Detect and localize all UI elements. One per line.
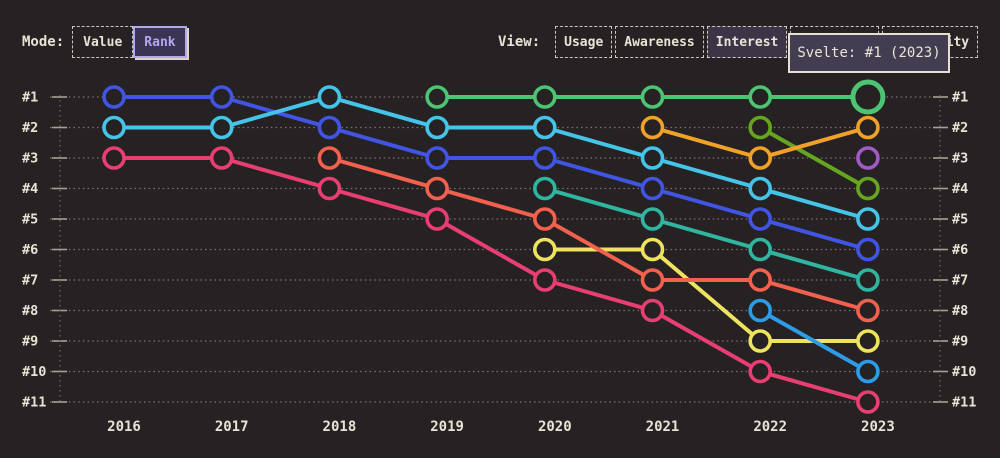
point-cyan-2016[interactable] bbox=[102, 115, 126, 140]
year-label: 2021 bbox=[646, 419, 680, 435]
mode-option-value[interactable]: Value bbox=[72, 26, 134, 58]
year-label: 2022 bbox=[753, 419, 787, 435]
rank-label-right: #8 bbox=[952, 303, 968, 319]
rank-label-left: #7 bbox=[22, 273, 38, 289]
rank-label-left: #2 bbox=[22, 120, 38, 136]
point-cyan-2023[interactable] bbox=[856, 207, 880, 231]
point-rose-2021[interactable] bbox=[640, 298, 665, 323]
point-blue-2017[interactable] bbox=[209, 85, 234, 109]
point-Svelte-2019[interactable] bbox=[425, 85, 449, 109]
point-teal-2020[interactable] bbox=[532, 176, 557, 201]
point-blue-2018[interactable] bbox=[317, 115, 342, 140]
point-cyan-2022[interactable] bbox=[748, 176, 773, 201]
point-coral-2020[interactable] bbox=[532, 207, 557, 231]
point-rose-2020[interactable] bbox=[532, 268, 557, 292]
point-blue-2019[interactable] bbox=[425, 146, 449, 170]
rank-label-left: #4 bbox=[22, 181, 38, 197]
rank-label-left: #9 bbox=[22, 334, 38, 350]
point-yellow-2021[interactable] bbox=[640, 237, 665, 262]
point-cyan-2021[interactable] bbox=[640, 146, 665, 170]
point-orange-2021[interactable] bbox=[640, 115, 665, 140]
point-blue-2021[interactable] bbox=[640, 176, 665, 201]
point-teal-2022[interactable] bbox=[748, 237, 773, 262]
point-sky-2022[interactable] bbox=[748, 298, 773, 323]
year-label: 2016 bbox=[107, 419, 141, 435]
point-blue-2022[interactable] bbox=[748, 207, 773, 231]
hovered-point[interactable] bbox=[850, 79, 886, 115]
point-coral-2021[interactable] bbox=[640, 268, 665, 292]
series-line-coral bbox=[327, 156, 870, 313]
year-label: 2023 bbox=[861, 419, 895, 435]
point-rose-2022[interactable] bbox=[748, 359, 773, 384]
rank-label-right: #9 bbox=[952, 334, 968, 350]
mode-option-rank[interactable]: Rank bbox=[133, 26, 187, 58]
series-line-rose bbox=[112, 156, 870, 404]
point-yellow-2020[interactable] bbox=[532, 237, 557, 262]
point-rose-2017[interactable] bbox=[209, 146, 234, 170]
point-Svelte-2021[interactable] bbox=[640, 85, 665, 109]
mode-label: Mode: bbox=[22, 34, 65, 50]
rank-label-left: #8 bbox=[22, 303, 38, 319]
point-Svelte-2020[interactable] bbox=[532, 85, 557, 109]
series-line-lime bbox=[758, 125, 870, 191]
point-cyan-2019[interactable] bbox=[425, 115, 449, 140]
point-purple-2023[interactable] bbox=[856, 146, 880, 170]
rank-label-left: #3 bbox=[22, 151, 38, 167]
rank-label-left: #11 bbox=[22, 395, 46, 411]
point-rose-2018[interactable] bbox=[317, 176, 342, 201]
view-label: View: bbox=[498, 34, 541, 50]
point-sky-2023[interactable] bbox=[856, 359, 880, 384]
point-yellow-2022[interactable] bbox=[748, 329, 773, 353]
rank-label-right: #6 bbox=[952, 242, 968, 258]
rank-label-left: #5 bbox=[22, 212, 38, 228]
chart-tooltip: Svelte: #1 (2023) bbox=[788, 33, 950, 73]
series-line-cyan bbox=[112, 95, 870, 221]
rank-label-right: #10 bbox=[952, 364, 976, 380]
point-cyan-2020[interactable] bbox=[532, 115, 557, 140]
rank-label-right: #5 bbox=[952, 212, 968, 228]
point-orange-2022[interactable] bbox=[748, 146, 773, 170]
rank-label-right: #7 bbox=[952, 273, 968, 289]
point-Svelte-2022[interactable] bbox=[748, 85, 773, 109]
rank-label-right: #1 bbox=[952, 90, 968, 106]
rank-label-right: #11 bbox=[952, 395, 976, 411]
year-label: 2020 bbox=[538, 419, 572, 435]
point-orange-2023[interactable] bbox=[856, 115, 880, 140]
view-option-interest[interactable]: Interest bbox=[706, 26, 788, 58]
point-yellow-2023[interactable] bbox=[856, 329, 880, 353]
view-option-awareness[interactable]: Awareness bbox=[615, 26, 704, 58]
point-rose-2016[interactable] bbox=[102, 146, 126, 170]
rank-label-right: #2 bbox=[952, 120, 968, 136]
point-cyan-2018[interactable] bbox=[317, 85, 342, 109]
year-label: 2019 bbox=[430, 419, 464, 435]
rank-label-left: #10 bbox=[22, 364, 46, 380]
year-label: 2018 bbox=[323, 419, 357, 435]
series-line-teal bbox=[542, 186, 870, 282]
view-option-usage[interactable]: Usage bbox=[555, 26, 613, 58]
point-lime-2023[interactable] bbox=[856, 176, 880, 201]
series-line-sky bbox=[758, 308, 870, 374]
point-teal-2023[interactable] bbox=[856, 268, 880, 292]
mode-control-group: Mode: Value Rank bbox=[22, 26, 187, 58]
point-blue-2020[interactable] bbox=[532, 146, 557, 170]
rank-label-left: #1 bbox=[22, 90, 38, 106]
rank-label-right: #3 bbox=[952, 151, 968, 167]
point-coral-2018[interactable] bbox=[317, 146, 342, 170]
point-coral-2023[interactable] bbox=[856, 298, 880, 323]
point-teal-2021[interactable] bbox=[640, 207, 665, 231]
point-cyan-2017[interactable] bbox=[209, 115, 234, 140]
point-rose-2019[interactable] bbox=[425, 207, 449, 231]
point-lime-2022[interactable] bbox=[748, 115, 773, 140]
point-coral-2022[interactable] bbox=[748, 268, 773, 292]
point-blue-2016[interactable] bbox=[102, 85, 126, 109]
point-coral-2019[interactable] bbox=[425, 176, 449, 201]
rank-label-right: #4 bbox=[952, 181, 968, 197]
series-line-blue bbox=[112, 95, 870, 252]
year-label: 2017 bbox=[215, 419, 249, 435]
point-rose-2023[interactable] bbox=[856, 390, 880, 414]
rank-label-left: #6 bbox=[22, 242, 38, 258]
point-blue-2023[interactable] bbox=[856, 237, 880, 262]
